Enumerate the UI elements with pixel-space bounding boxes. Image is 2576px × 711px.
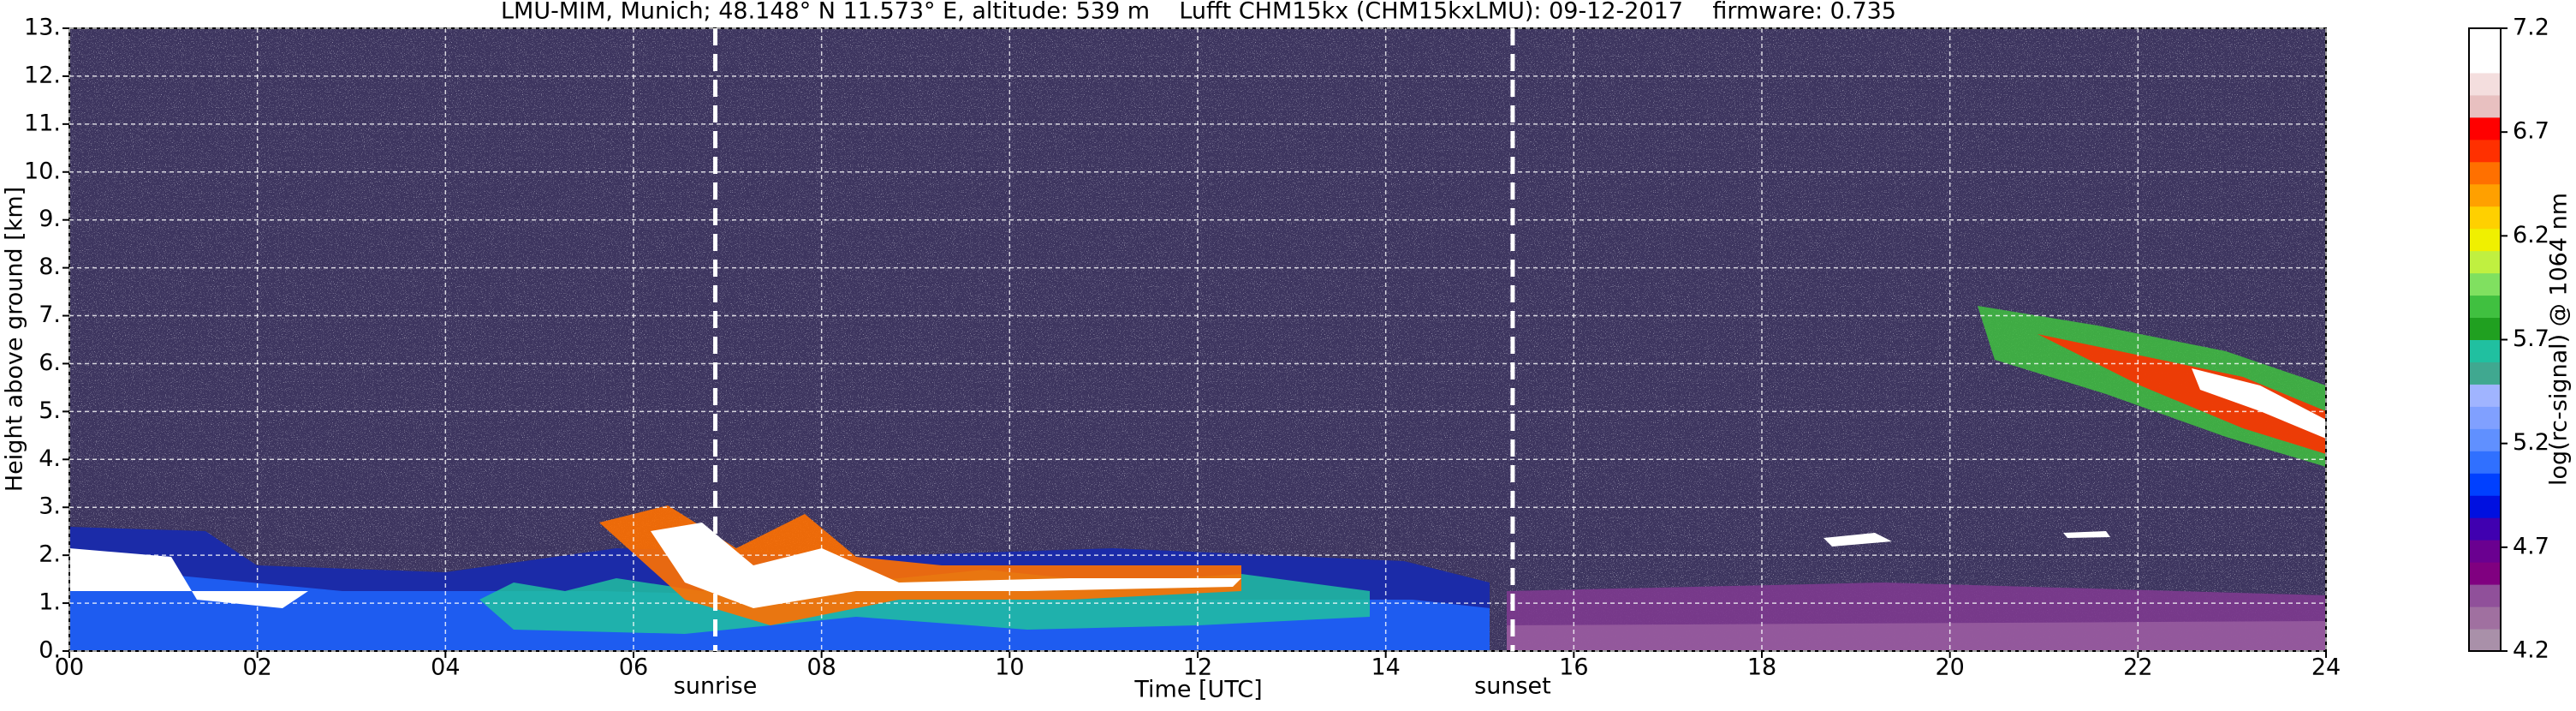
colorbar-swatch [2469,473,2501,496]
colorbar-swatch [2469,384,2501,407]
colorbar-swatch [2469,272,2501,296]
colorbar-tick-label: 4.2 [2513,637,2549,664]
y-tick-label: 7. [39,302,61,328]
colorbar-tick-label: 6.2 [2513,222,2549,248]
x-axis-label: Time [UTC] [1133,677,1262,703]
colorbar-swatch [2469,406,2501,429]
colorbar-swatch [2469,139,2501,163]
colorbar-swatch [2469,228,2501,252]
annotation-label: sunrise [674,673,758,700]
y-tick-label: 2. [39,541,61,568]
colorbar-swatch [2469,606,2501,630]
colorbar-swatch [2469,584,2501,607]
colorbar-tick-label: 6.7 [2513,118,2549,145]
colorbar-swatch [2469,339,2501,362]
x-tick-label: 00 [55,654,84,681]
colorbar-tick-label: 5.7 [2513,326,2549,352]
colorbar-swatch [2469,428,2501,451]
colorbar-swatch [2469,629,2501,652]
colorbar-swatch [2469,495,2501,518]
colorbar-swatch [2469,250,2501,274]
colorbar-swatch [2469,117,2501,140]
colorbar-label: log(rc-signal) @ 1064 nm [2546,193,2573,486]
x-tick-label: 16 [1559,654,1588,681]
colorbar-swatch [2469,361,2501,385]
y-tick-label: 11. [24,110,61,136]
x-tick-label: 08 [806,654,836,681]
colorbar-swatch [2469,161,2501,185]
y-tick-label: 5. [39,397,61,424]
y-tick-label: 10. [24,158,61,184]
x-tick-label: 06 [619,654,648,681]
x-tick-label: 24 [2311,654,2341,681]
x-tick-label: 20 [1935,654,1964,681]
x-tick-label: 02 [242,654,271,681]
annotation-label: sunset [1474,673,1551,700]
colorbar-swatch [2469,94,2501,118]
colorbar-swatch [2469,451,2501,474]
y-tick-label: 13. [24,15,61,41]
colorbar-swatch [2469,562,2501,585]
colorbar-swatch [2469,206,2501,230]
colorbar-swatch [2469,317,2501,340]
colorbar-swatch [2469,183,2501,207]
x-tick-label: 12 [1183,654,1212,681]
colorbar-tick-label: 4.7 [2513,533,2549,559]
y-tick-label: 9. [39,206,61,232]
colorbar-swatch [2469,50,2501,74]
y-tick-label: 0. [39,637,61,664]
y-axis-label: Height above ground [km] [2,187,28,492]
x-tick-label: 18 [1747,654,1776,681]
x-tick-label: 04 [431,654,460,681]
y-tick-label: 3. [39,493,61,520]
colorbar-swatch [2469,540,2501,563]
y-tick-label: 6. [39,350,61,376]
y-tick-label: 4. [39,445,61,472]
colorbar-swatch [2469,517,2501,541]
y-tick-label: 8. [39,254,61,280]
colorbar-swatch [2469,72,2501,96]
y-tick-label: 1. [39,589,61,616]
x-tick-label: 22 [2123,654,2152,681]
colorbar-swatch [2469,28,2501,51]
colorbar-tick-label: 5.2 [2513,429,2549,456]
colorbar-tick-label: 7.2 [2513,15,2549,41]
chart-title: LMU-MIM, Munich; 48.148° N 11.573° E, al… [501,0,1896,25]
x-tick-label: 10 [995,654,1024,681]
x-tick-label: 14 [1371,654,1400,681]
colorbar-swatch [2469,295,2501,319]
y-tick-label: 12. [24,62,61,88]
